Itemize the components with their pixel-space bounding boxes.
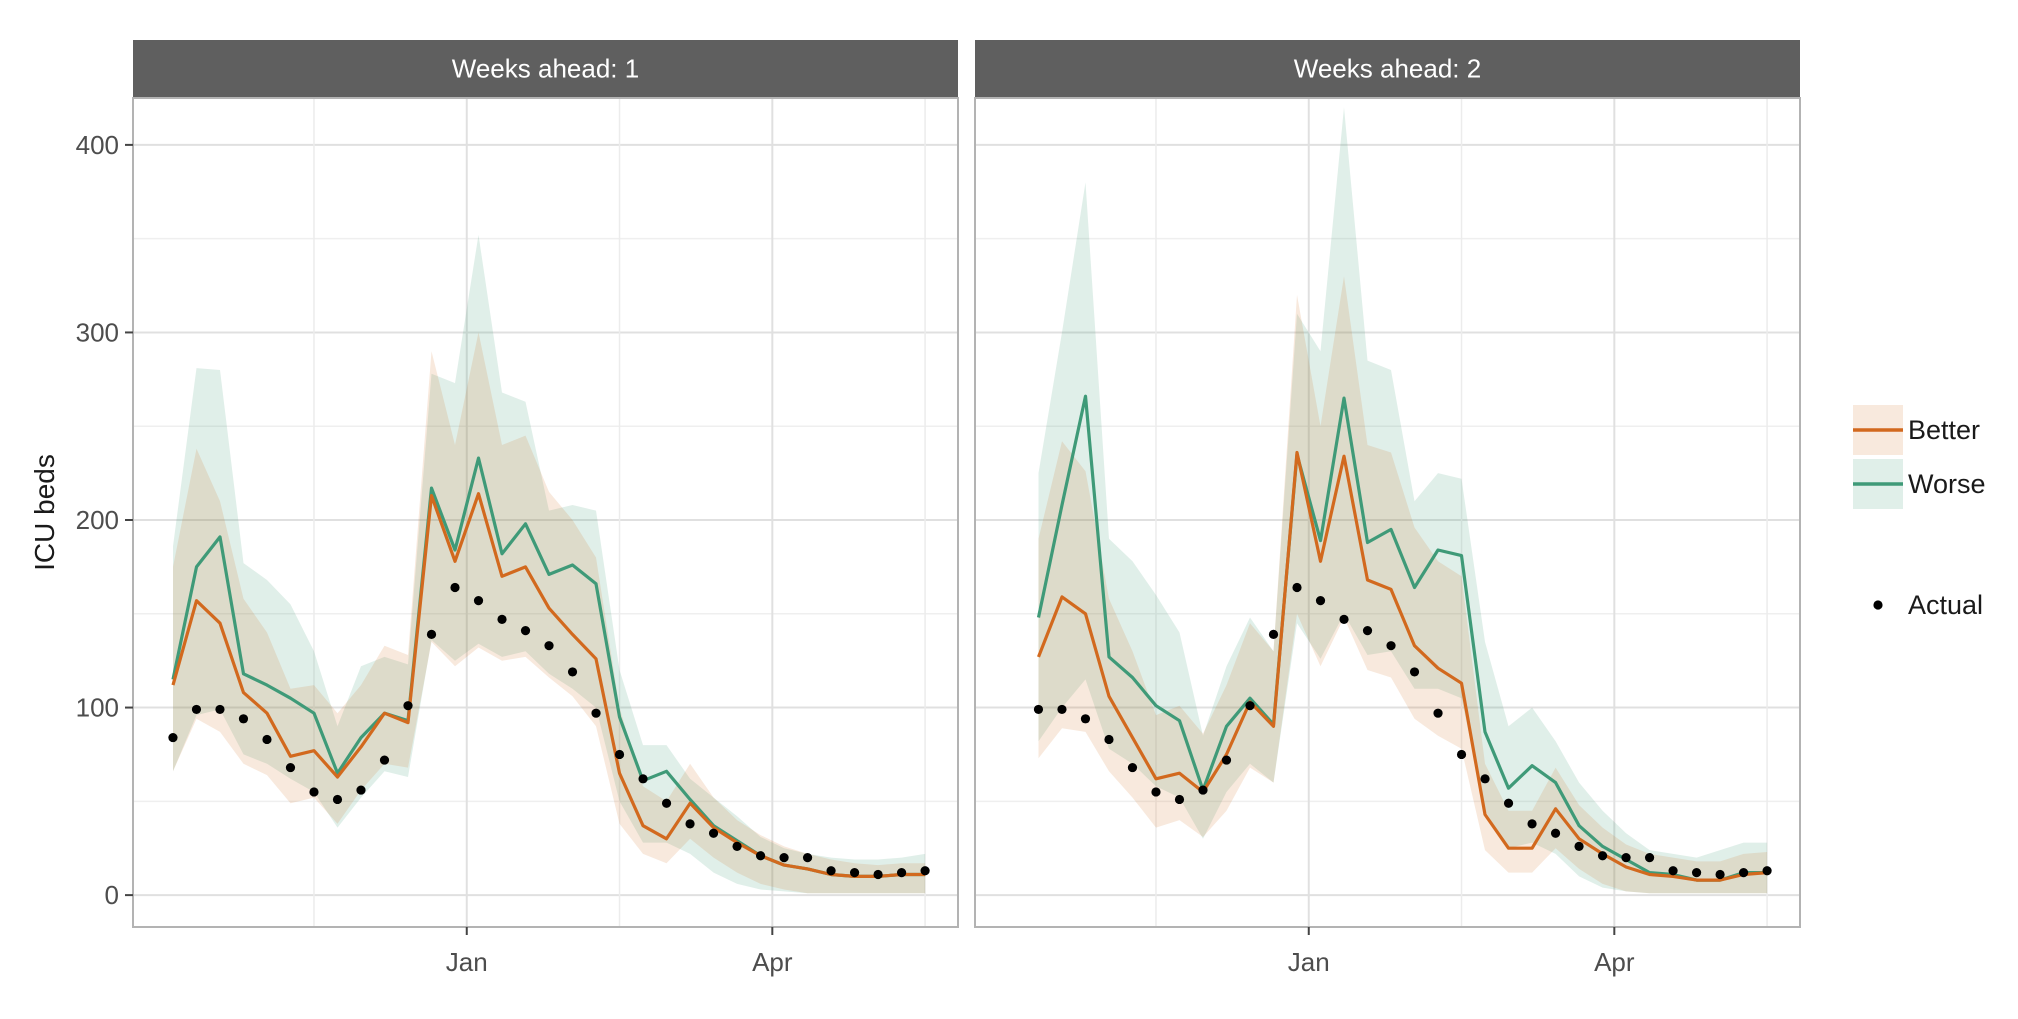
worse-interval-band <box>1038 107 1768 894</box>
actual-point <box>191 704 202 715</box>
legend-key-actual <box>1873 600 1883 610</box>
panel-background <box>133 98 958 927</box>
actual-point <box>1574 841 1584 851</box>
actual-point <box>896 868 907 878</box>
panel-border <box>974 97 1801 928</box>
actual-point <box>332 794 343 805</box>
actual-point <box>450 582 460 593</box>
actual-point <box>591 708 601 718</box>
panel-background <box>975 98 1800 927</box>
x-tick-label: Apr <box>752 947 793 977</box>
panel-border <box>132 97 959 928</box>
actual-point <box>544 641 554 651</box>
actual-point <box>873 869 883 880</box>
facet-strip <box>975 40 1800 97</box>
actual-point <box>1409 667 1420 677</box>
actual-point <box>262 734 272 745</box>
worse-interval-band <box>173 234 926 894</box>
y-axis-title: ICU beds <box>29 454 60 571</box>
actual-point <box>238 714 249 724</box>
actual-point <box>1174 794 1185 805</box>
legend-label-actual: Actual <box>1908 590 1983 620</box>
actual-point <box>168 732 178 743</box>
actual-point <box>285 762 296 773</box>
actual-point <box>1268 629 1279 640</box>
actual-point <box>708 828 719 838</box>
actual-point <box>426 629 437 640</box>
actual-point <box>1456 749 1467 760</box>
y-tick-label: 0 <box>105 880 119 910</box>
better-interval-band <box>173 332 926 894</box>
actual-point <box>826 866 836 876</box>
y-tick-label: 200 <box>76 505 119 535</box>
actual-point <box>1527 819 1537 829</box>
worse-forecast-line <box>1036 394 1768 882</box>
actual-point <box>638 774 648 784</box>
actual-point <box>685 819 695 829</box>
actual-point <box>403 701 413 711</box>
actual-point <box>1104 734 1114 745</box>
actual-point <box>1762 866 1772 876</box>
actual-point <box>849 868 860 878</box>
actual-point <box>356 785 366 795</box>
actual-point <box>661 798 672 808</box>
facet-strip <box>133 40 958 97</box>
actual-point <box>379 755 390 765</box>
y-tick-label: 400 <box>76 130 119 160</box>
actual-point <box>1480 774 1490 784</box>
actual-point <box>1644 853 1655 863</box>
actual-point <box>755 851 766 861</box>
legend: Better Worse Actual <box>1853 405 1986 620</box>
actual-point <box>1668 866 1678 876</box>
actual-point <box>1691 868 1702 878</box>
actual-point <box>520 626 531 636</box>
actual-point <box>1339 614 1349 625</box>
actual-point <box>1715 869 1725 880</box>
actual-point <box>1221 755 1232 765</box>
legend-label-worse: Worse <box>1908 469 1986 499</box>
actual-point <box>215 704 225 715</box>
actual-point <box>473 596 484 606</box>
actual-point <box>1738 868 1749 878</box>
x-tick-label: Apr <box>1594 947 1635 977</box>
actual-point <box>1386 641 1396 651</box>
actual-point <box>567 667 578 677</box>
better-forecast-line <box>171 492 926 879</box>
actual-point <box>1621 853 1631 863</box>
actual-point <box>309 787 319 797</box>
actual-point <box>497 614 507 625</box>
better-forecast-line <box>1037 450 1768 882</box>
actual-point <box>1057 704 1067 715</box>
actual-point <box>1198 785 1208 795</box>
actual-point <box>1315 596 1326 606</box>
actual-point <box>1503 798 1514 808</box>
legend-label-better: Better <box>1908 415 1980 445</box>
actual-point <box>1597 851 1608 861</box>
actual-point <box>732 841 742 851</box>
actual-point <box>1362 626 1373 636</box>
actual-point <box>1127 762 1138 773</box>
actual-point <box>1292 582 1302 593</box>
panel-1: Weeks ahead: 1 Jan Apr 0 100 200 300 400 <box>76 40 959 977</box>
actual-point <box>1550 828 1561 838</box>
facet-strip-label: Weeks ahead: 1 <box>452 54 639 84</box>
y-tick-label: 300 <box>76 317 119 347</box>
actual-point <box>614 749 625 760</box>
actual-point <box>1433 708 1443 718</box>
actual-point <box>1080 714 1091 724</box>
actual-point <box>1151 787 1161 797</box>
x-tick-label: Jan <box>1288 947 1330 977</box>
panel-2: Weeks ahead: 2 Jan Apr <box>974 40 1801 977</box>
x-tick-label: Jan <box>446 947 488 977</box>
actual-point <box>1245 701 1255 711</box>
actual-point <box>779 853 789 863</box>
facet-strip-label: Weeks ahead: 2 <box>1294 54 1481 84</box>
actual-point <box>802 853 813 863</box>
actual-point <box>920 866 930 876</box>
actual-point <box>1033 704 1044 715</box>
y-tick-label: 100 <box>76 693 119 723</box>
